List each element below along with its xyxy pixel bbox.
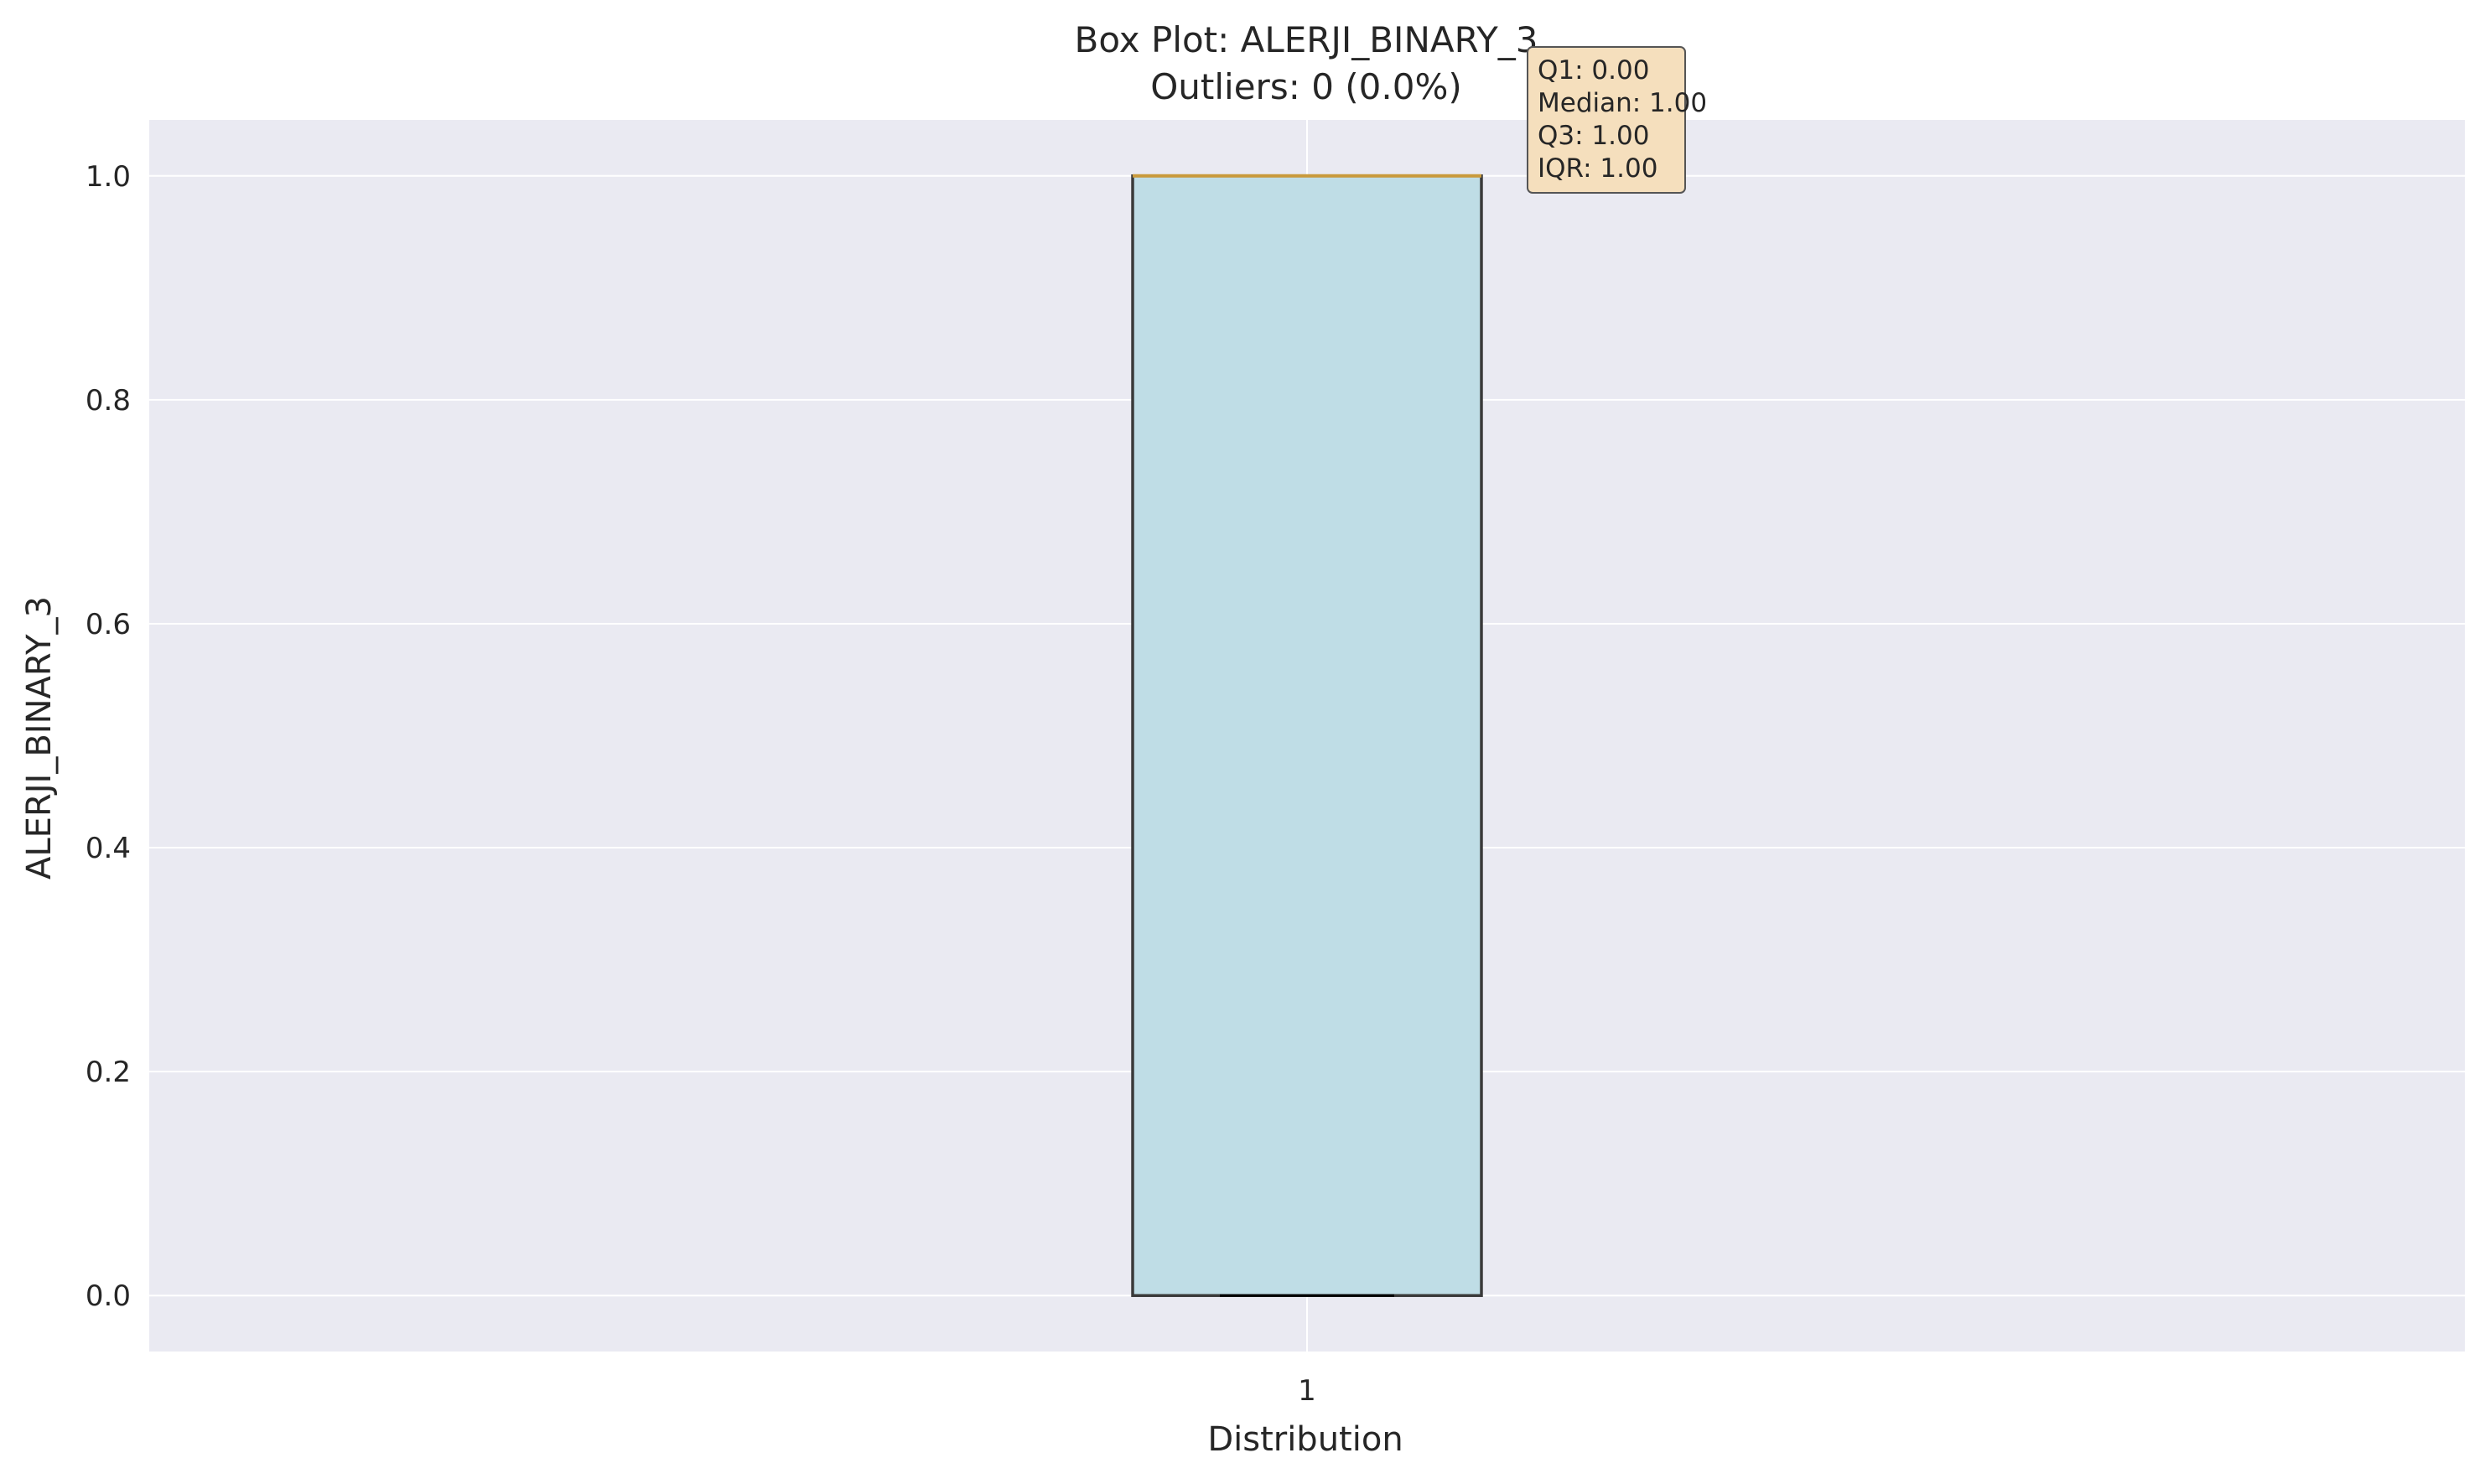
box-plot-series — [1131, 174, 1483, 1297]
statistics-annotation-box — [1527, 46, 1686, 194]
y-tick-label: 0.8 — [86, 384, 131, 418]
y-axis-title: ALERJI_BINARY_3 — [20, 596, 59, 880]
statistics-annotation-line: Q1: 0.00 — [1538, 55, 1649, 86]
y-tick-label: 0.4 — [86, 832, 131, 865]
y-tick-label: 0.6 — [86, 608, 131, 641]
statistics-annotation-line: Median: 1.00 — [1538, 88, 1707, 118]
box-iqr — [1131, 174, 1483, 1297]
y-tick-label: 0.0 — [86, 1279, 131, 1313]
x-tick-label: 1 — [1298, 1374, 1316, 1408]
statistics-annotation-line: Q3: 1.00 — [1538, 121, 1649, 151]
x-axis-ticks: 1 — [1298, 1374, 1316, 1408]
x-axis-title: Distribution — [1207, 1420, 1403, 1459]
statistics-annotation-line: IQR: 1.00 — [1538, 153, 1657, 184]
y-tick-label: 0.2 — [86, 1056, 131, 1089]
chart-subtitle: Outliers: 0 (0.0%) — [1150, 66, 1462, 107]
y-tick-label: 1.0 — [86, 160, 131, 194]
chart-title: Box Plot: ALERJI_BINARY_3 — [1075, 19, 1538, 60]
y-axis-ticks: 0.0 0.2 0.4 0.6 0.8 1.0 — [86, 160, 131, 1313]
